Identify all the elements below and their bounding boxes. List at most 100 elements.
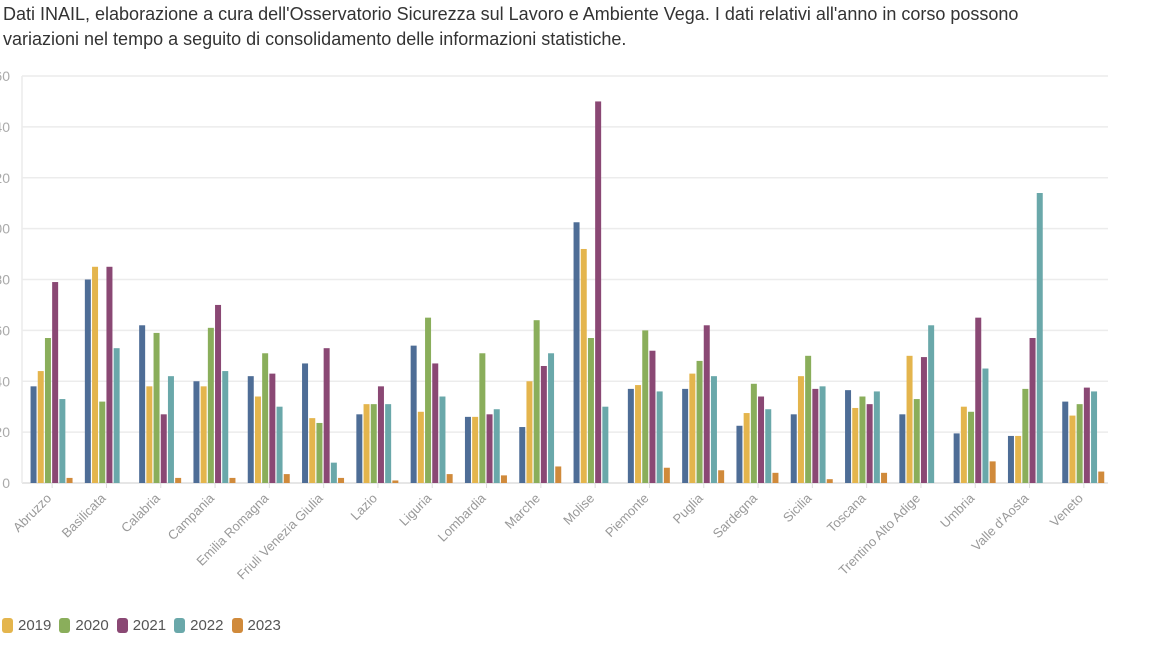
bar-series-1-calabria [139, 325, 146, 483]
x-tick-label: Abruzzo [10, 491, 54, 535]
bar-2023-abruzzo [66, 477, 73, 483]
bar-2023-piemonte [663, 467, 670, 483]
x-tick-label: Valle d'Aosta [968, 490, 1032, 554]
bar-2020-molise [587, 338, 594, 483]
bar-2021-lazio [377, 386, 384, 483]
bar-2021-valle-d-aosta [1029, 338, 1036, 483]
bar-2021-veneto [1083, 387, 1090, 483]
legend-swatch [116, 618, 128, 633]
bar-2021-lombardia [486, 414, 493, 483]
bar-2020-puglia [696, 360, 703, 483]
bar-2019-molise [580, 248, 587, 483]
bar-2020-trentino-alto-adige [913, 399, 920, 483]
x-tick-label: Sardegna [710, 490, 761, 541]
bar-2023-umbria [989, 461, 996, 483]
x-tick-label: Calabria [118, 490, 163, 535]
bar-2019-piemonte [635, 385, 642, 483]
bar-2022-sardegna [765, 409, 772, 483]
legend-item-2023[interactable]: 2023 [231, 617, 281, 634]
bar-2022-toscana [873, 391, 880, 483]
x-tick-label: Liguria [396, 490, 435, 529]
bar-2020-piemonte [642, 330, 649, 483]
bar-2022-valle-d-aosta [1036, 193, 1043, 483]
legend-swatch [174, 618, 186, 633]
legend-swatch [2, 618, 13, 633]
bar-2020-lazio [370, 404, 377, 483]
bar-series-1-sicilia [790, 414, 797, 483]
bar-2023-toscana [881, 472, 888, 483]
bar-2021-campania [215, 304, 222, 483]
x-tick-label: Umbria [937, 490, 978, 531]
bar-2020-abruzzo [44, 338, 51, 483]
bar-2019-lombardia [472, 416, 479, 483]
legend-item-2022[interactable]: 2022 [174, 617, 224, 634]
bar-2019-friuli-venezia-giulia [309, 418, 316, 483]
legend-label: 2023 [247, 617, 281, 634]
bar-series-1-umbria [953, 433, 960, 483]
bar-series-1-piemonte [627, 388, 634, 483]
source-note-line-2: variazioni nel tempo a seguito di consol… [3, 29, 627, 49]
bar-series-1-liguria [410, 345, 417, 483]
bar-2020-sardegna [750, 383, 757, 483]
bar-2021-piemonte [649, 350, 656, 483]
x-tick-label: Lombardia [435, 490, 490, 545]
bar-2020-marche [533, 320, 540, 483]
bar-series-1-trentino-alto-adige [899, 414, 906, 483]
bar-2022-puglia [710, 376, 717, 483]
bar-2019-basilicata [92, 266, 99, 483]
bar-series-1-lazio [356, 414, 363, 483]
bar-2021-emilia-romagna [269, 373, 276, 483]
bar-2021-friuli-venezia-giulia [323, 348, 330, 483]
bar-2022-calabria [167, 376, 174, 483]
bar-2019-abruzzo [37, 371, 44, 483]
bar-series-1-abruzzo [30, 386, 37, 483]
bar-2020-toscana [859, 396, 866, 483]
legend-item-2019[interactable]: 2019 [2, 617, 51, 634]
bar-2020-umbria [968, 411, 975, 483]
bar-2020-basilicata [99, 401, 106, 483]
x-tick-label: Basilicata [59, 490, 109, 540]
x-tick-label: Marche [502, 491, 543, 532]
legend-label: 2022 [190, 617, 224, 634]
bar-2020-valle-d-aosta [1022, 388, 1029, 483]
legend: 2019 2020 2021 2022 2023 [2, 617, 281, 634]
bar-2019-marche [526, 381, 533, 483]
bar-2021-toscana [866, 404, 873, 483]
bar-2019-calabria [146, 386, 153, 483]
bar-2020-liguria [425, 317, 432, 483]
bar-2023-sicilia [826, 479, 833, 483]
bar-2021-trentino-alto-adige [920, 357, 927, 483]
bar-2023-marche [555, 466, 562, 483]
bar-2021-sicilia [812, 388, 819, 483]
y-tick-label: 120 [0, 170, 10, 186]
bar-2019-trentino-alto-adige [906, 355, 913, 483]
y-tick-label: 80 [0, 272, 10, 288]
bar-2022-lazio [385, 404, 392, 483]
bar-series-1-emilia-romagna [247, 376, 254, 483]
bar-2023-friuli-venezia-giulia [338, 477, 345, 483]
x-tick-label: Puglia [670, 490, 707, 527]
bar-2020-campania [207, 327, 214, 483]
bar-2022-umbria [982, 368, 989, 483]
bar-2023-liguria [446, 474, 453, 483]
bar-2020-calabria [153, 332, 160, 483]
bar-series-1-campania [193, 381, 200, 483]
legend-item-2020[interactable]: 2020 [59, 617, 109, 634]
bar-series-1-basilicata [84, 279, 91, 483]
bar-series-1-marche [519, 427, 526, 483]
bar-2020-sicilia [805, 355, 812, 483]
legend-label: 2019 [18, 617, 52, 634]
bar-2019-sardegna [743, 413, 750, 483]
bar-2022-abruzzo [59, 399, 66, 483]
bar-2021-sardegna [758, 396, 765, 483]
bar-2019-umbria [960, 406, 967, 483]
y-tick-label: 0 [2, 475, 10, 491]
source-note-line-1: Dati INAIL, elaborazione a cura dell'Oss… [3, 4, 1019, 24]
bar-2021-marche [540, 365, 547, 483]
x-tick-label: Sicilia [780, 490, 815, 525]
bar-2023-sardegna [772, 472, 779, 483]
x-tick-label: Toscana [824, 490, 869, 535]
bar-2019-campania [200, 386, 207, 483]
bar-chart: 020406080100120140160AbruzzoBasilicataCa… [0, 68, 1108, 582]
legend-item-2021[interactable]: 2021 [116, 617, 166, 634]
